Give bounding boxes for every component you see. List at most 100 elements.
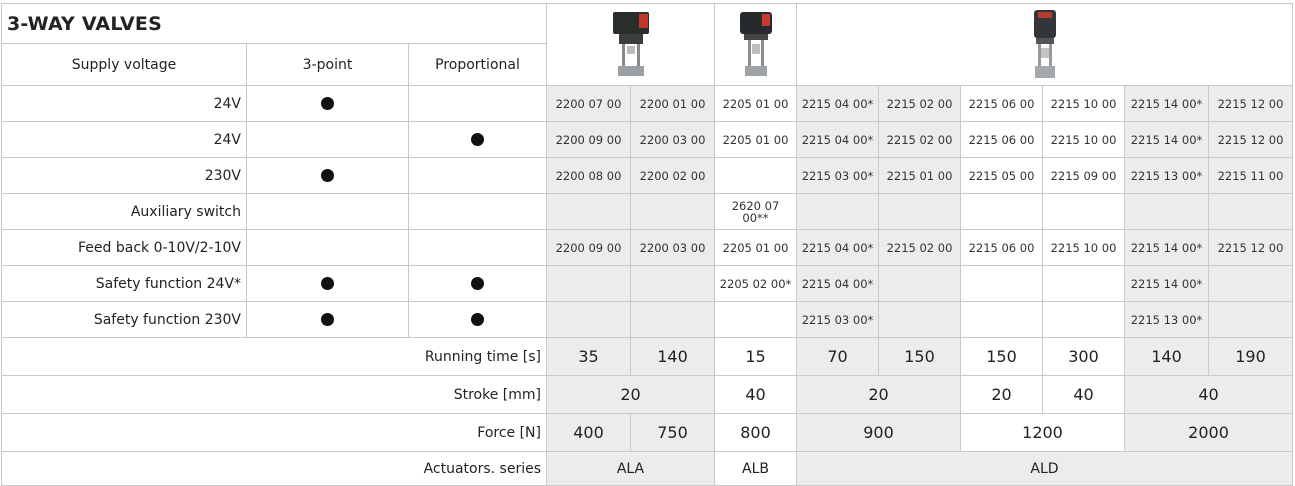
code-cell: 2200 03 00 (630, 121, 715, 158)
code-cell (630, 265, 715, 302)
row-label: Safety function 230V (1, 301, 247, 338)
code-cell (1207, 193, 1294, 230)
spec-value: 35 (546, 337, 631, 376)
code-cell (1042, 301, 1125, 338)
code-cell: 2200 09 00 (546, 121, 631, 158)
proportional-cell (408, 265, 547, 302)
spec-row-stroke: Stroke [mm] 20 40 20 20 40 40 (1, 375, 1294, 414)
spec-label: Stroke [mm] (1, 375, 547, 414)
title-spacer (246, 3, 547, 44)
three-point-cell (246, 193, 409, 230)
code-cell: 2200 01 00 (630, 85, 715, 122)
row-label: 24V (1, 121, 247, 158)
code-cell: 2215 14 00* (1124, 121, 1209, 158)
proportional-cell (408, 229, 547, 266)
code-cell: 2215 12 00 (1207, 229, 1294, 266)
code-cell: 2200 07 00 (546, 85, 631, 122)
dot-icon (471, 313, 484, 326)
spec-value: 300 (1042, 337, 1125, 376)
actuator-alb-icon (739, 11, 772, 76)
code-cell: 2215 06 00 (960, 229, 1043, 266)
spec-row-series: Actuators. series ALA ALB ALD (1, 451, 1294, 486)
row-label: Auxiliary switch (1, 193, 247, 230)
code-cell (960, 193, 1043, 230)
spec-value: 20 (796, 375, 961, 414)
spec-value: 140 (630, 337, 715, 376)
code-cell (630, 193, 715, 230)
code-cell: 2215 04 00* (796, 265, 879, 302)
code-cell: 2215 04 00* (796, 85, 879, 122)
spec-label: Running time [s] (1, 337, 547, 376)
three-point-cell (246, 229, 409, 266)
code-cell: 2215 04 00* (796, 229, 879, 266)
table-row: 24V 2200 09 00 2200 03 00 2205 01 00 221… (1, 121, 1294, 158)
code-cell: 2215 13 00* (1124, 301, 1209, 338)
row-label: 24V (1, 85, 247, 122)
code-cell: 2215 09 00 (1042, 157, 1125, 194)
code-cell (960, 265, 1043, 302)
three-point-cell (246, 121, 409, 158)
spec-value: 40 (1123, 375, 1294, 414)
actuator-ald-image (795, 3, 1294, 86)
header-3-point: 3-point (246, 43, 409, 86)
three-point-cell (246, 85, 409, 122)
code-cell: 2620 07 00** (714, 193, 797, 230)
code-cell: 2215 14 00* (1124, 265, 1209, 302)
spec-row-running-time: Running time [s] 35 140 15 70 150 150 30… (1, 337, 1294, 376)
code-cell (878, 265, 961, 302)
spec-value: 40 (714, 375, 797, 414)
spec-row-force: Force [N] 400 750 800 900 1200 2000 (1, 413, 1294, 452)
code-cell (546, 193, 631, 230)
code-cell: 2215 06 00 (960, 121, 1043, 158)
code-cell: 2200 03 00 (630, 229, 715, 266)
code-cell: 2215 12 00 (1207, 85, 1294, 122)
row-label: 230V (1, 157, 247, 194)
code-cell (878, 301, 961, 338)
dot-icon (321, 313, 334, 326)
series-value: ALA (546, 451, 715, 486)
table-row: 24V 2200 07 00 2200 01 00 2205 01 00 221… (1, 85, 1294, 122)
code-cell: 2215 02 00 (878, 121, 961, 158)
spec-value: 750 (630, 413, 715, 452)
proportional-cell (408, 157, 547, 194)
code-cell: 2200 08 00 (546, 157, 631, 194)
table-row: Safety function 230V 2215 03 00* 2215 13… (1, 301, 1294, 338)
code-cell: 2200 02 00 (630, 157, 715, 194)
code-cell: 2215 12 00 (1207, 121, 1294, 158)
code-cell: 2215 03 00* (796, 157, 879, 194)
code-cell (1207, 301, 1294, 338)
spec-value: 20 (546, 375, 715, 414)
spec-value: 150 (960, 337, 1043, 376)
row-label: Safety function 24V* (1, 265, 247, 302)
code-cell: 2215 14 00* (1124, 229, 1209, 266)
actuator-ala-icon (612, 11, 649, 76)
spec-value: 15 (714, 337, 797, 376)
proportional-cell (408, 301, 547, 338)
spec-value: 190 (1207, 337, 1294, 376)
spec-value: 800 (714, 413, 797, 452)
spec-label: Force [N] (1, 413, 547, 452)
spec-value: 140 (1124, 337, 1209, 376)
code-cell (546, 301, 631, 338)
header-supply-voltage: Supply voltage (1, 43, 247, 86)
proportional-cell (408, 193, 547, 230)
dot-icon (321, 169, 334, 182)
spec-value: 150 (878, 337, 961, 376)
code-cell (1207, 265, 1294, 302)
spec-label: Actuators. series (1, 451, 547, 486)
spec-value: 20 (960, 375, 1043, 414)
header-proportional: Proportional (408, 43, 547, 86)
series-value: ALB (714, 451, 797, 486)
proportional-cell (408, 121, 547, 158)
spec-value: 2000 (1123, 413, 1294, 452)
three-point-cell (246, 301, 409, 338)
code-cell: 2215 10 00 (1042, 229, 1125, 266)
actuator-ald-icon (1033, 9, 1056, 78)
code-cell: 2215 10 00 (1042, 121, 1125, 158)
code-cell: 2215 11 00 (1207, 157, 1294, 194)
spec-value: 400 (546, 413, 631, 452)
series-value: ALD (795, 451, 1294, 486)
table-row: Auxiliary switch 2620 07 00** (1, 193, 1294, 230)
code-cell (1042, 193, 1125, 230)
spec-value: 70 (796, 337, 879, 376)
